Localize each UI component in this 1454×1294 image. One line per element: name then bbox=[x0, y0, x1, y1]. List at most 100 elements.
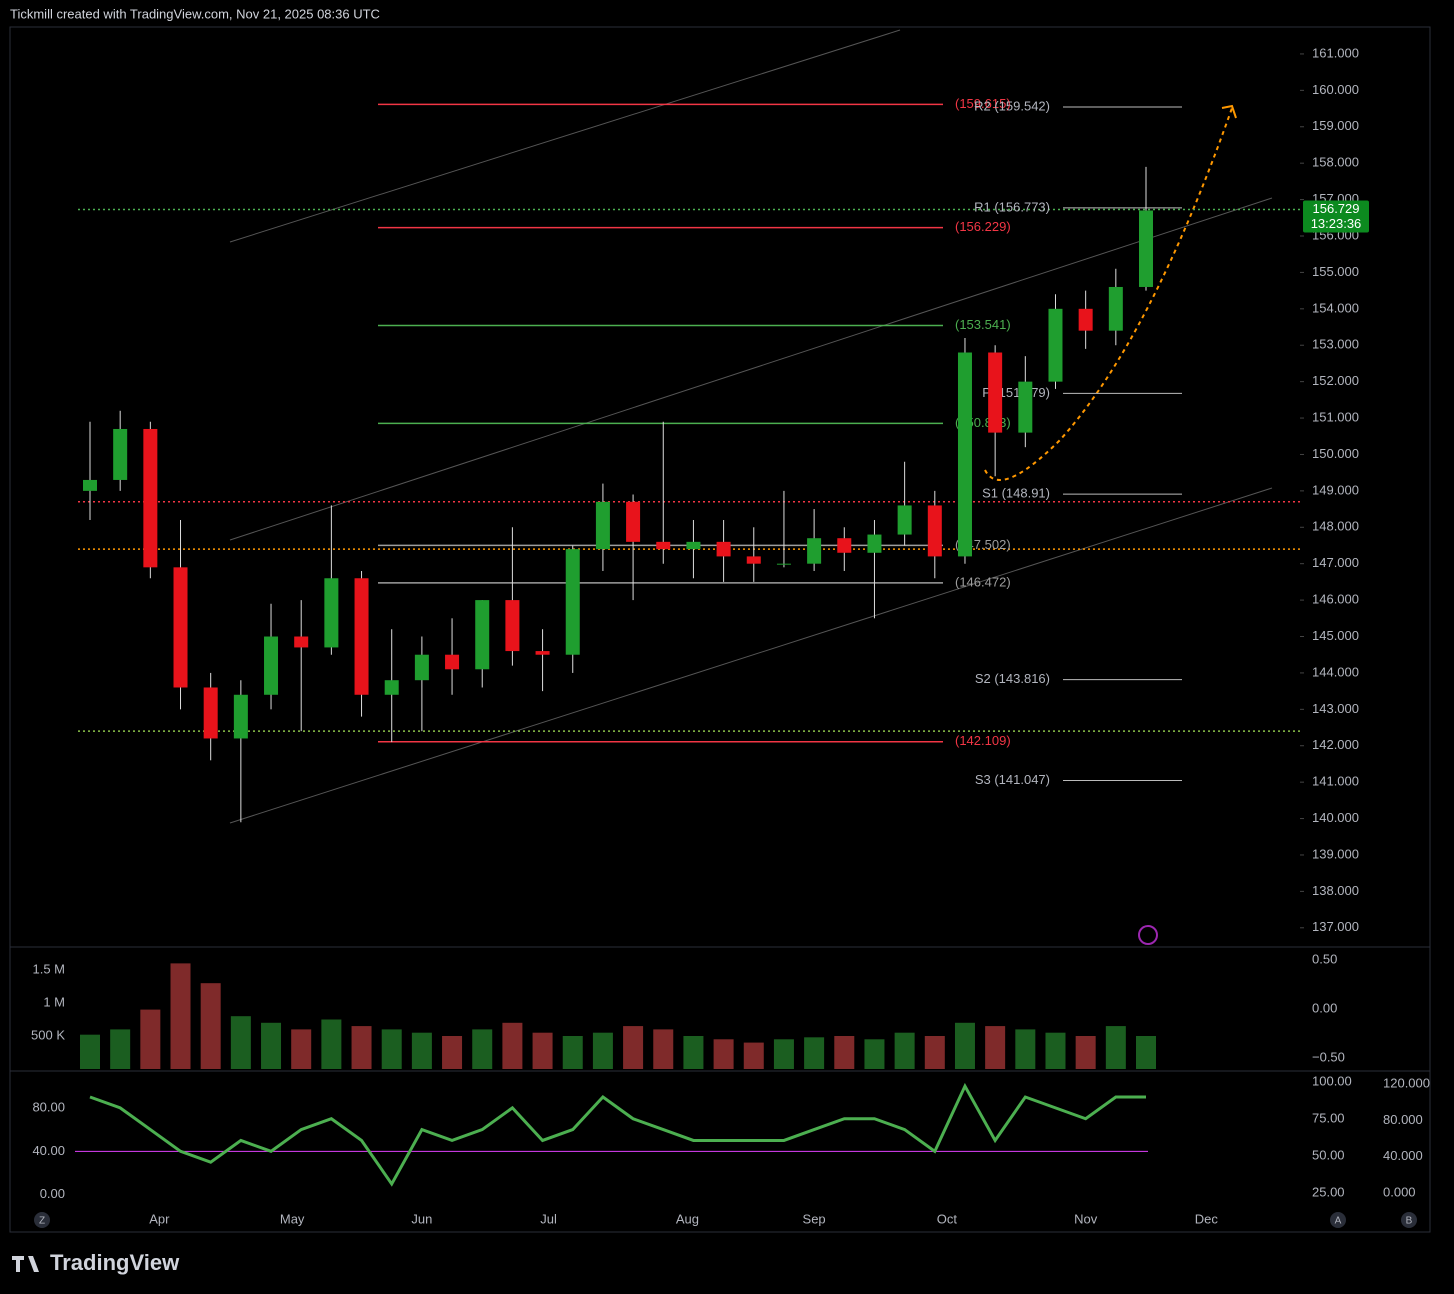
y-tick-label: 154.000 bbox=[1312, 300, 1359, 315]
candle-body bbox=[1108, 286, 1123, 331]
last-price: 156.729 bbox=[1313, 201, 1360, 216]
candle-body bbox=[1139, 210, 1153, 287]
volume-bar bbox=[804, 1037, 825, 1069]
candle-body bbox=[203, 687, 218, 739]
y-tick-label: 155.000 bbox=[1312, 264, 1359, 279]
candle-body bbox=[595, 501, 610, 550]
x-tick-label: Oct bbox=[937, 1211, 958, 1226]
volume-bar bbox=[321, 1019, 342, 1069]
candle-body bbox=[475, 600, 490, 670]
candle-body bbox=[626, 501, 641, 542]
projection-arrow bbox=[984, 107, 1233, 481]
y-tick-label: 139.000 bbox=[1312, 846, 1359, 861]
volume-bar bbox=[140, 1009, 161, 1069]
x-tick-label: Jun bbox=[411, 1211, 432, 1226]
volume-bar bbox=[80, 1034, 100, 1069]
candle-body bbox=[776, 563, 791, 565]
volume-bar bbox=[834, 1035, 855, 1069]
osc-y3-tick-label: 40.000 bbox=[1383, 1148, 1423, 1163]
candle-body bbox=[897, 505, 912, 535]
candle-body bbox=[505, 600, 520, 652]
pivot-label: S1 (148.91) bbox=[982, 486, 1050, 501]
volume-bar bbox=[200, 983, 221, 1069]
x-tick-label: Jul bbox=[540, 1211, 557, 1226]
y-tick-label: 138.000 bbox=[1312, 883, 1359, 898]
candle-body bbox=[746, 556, 761, 564]
corner-button-label[interactable]: Z bbox=[39, 1216, 45, 1227]
volume-tick-label: 1.5 M bbox=[32, 961, 65, 976]
y-tick-label: 149.000 bbox=[1312, 482, 1359, 497]
volume-bar bbox=[170, 963, 191, 1069]
fib-label: (153.541) bbox=[955, 317, 1011, 332]
candle-body bbox=[565, 549, 580, 655]
osc-line bbox=[89, 1082, 1146, 1187]
y-tick-label: 152.000 bbox=[1312, 373, 1359, 388]
volume-bar bbox=[411, 1032, 432, 1069]
osc-y2-tick-label: 25.00 bbox=[1312, 1184, 1345, 1199]
volume-bar bbox=[562, 1035, 583, 1069]
arrow-head bbox=[1221, 104, 1237, 119]
volume-y2-tick-label: −0.50 bbox=[1312, 1049, 1345, 1064]
volume-bar bbox=[623, 1026, 644, 1069]
y-tick-label: 140.000 bbox=[1312, 810, 1359, 825]
volume-bar bbox=[592, 1032, 613, 1069]
volume-bar bbox=[924, 1035, 945, 1069]
y-tick-label: 159.000 bbox=[1312, 118, 1359, 133]
y-tick-label: 143.000 bbox=[1312, 701, 1359, 716]
x-tick-label: Aug bbox=[676, 1211, 699, 1226]
x-tick-label: Sep bbox=[803, 1211, 826, 1226]
fib-label: (159.615) bbox=[955, 96, 1011, 111]
corner-button[interactable] bbox=[1401, 1212, 1417, 1228]
y-tick-label: 153.000 bbox=[1312, 337, 1359, 352]
corner-button-label[interactable]: A bbox=[1335, 1216, 1342, 1227]
volume-bar bbox=[773, 1039, 794, 1069]
candle-body bbox=[264, 636, 279, 695]
volume-bar bbox=[472, 1029, 493, 1069]
y-tick-label: 146.000 bbox=[1312, 592, 1359, 607]
candle-body bbox=[414, 654, 429, 681]
y-tick-label: 141.000 bbox=[1312, 774, 1359, 789]
candle-body bbox=[1018, 381, 1033, 433]
osc-y2-tick-label: 50.00 bbox=[1312, 1147, 1345, 1162]
fib-label: (156.229) bbox=[955, 219, 1011, 234]
volume-bar bbox=[683, 1035, 704, 1069]
volume-bar bbox=[954, 1022, 975, 1069]
candle-body bbox=[384, 680, 399, 695]
volume-bar bbox=[1075, 1035, 1096, 1069]
osc-y2-tick-label: 75.00 bbox=[1312, 1110, 1345, 1125]
osc-y3-tick-label: 0.000 bbox=[1383, 1184, 1416, 1199]
y-tick-label: 144.000 bbox=[1312, 664, 1359, 679]
channel-line bbox=[229, 487, 1273, 824]
candle-body bbox=[927, 505, 942, 557]
candle-body bbox=[324, 578, 339, 648]
volume-bar bbox=[653, 1029, 674, 1069]
volume-bar bbox=[1015, 1029, 1036, 1069]
osc-y3-tick-label: 80.000 bbox=[1383, 1112, 1423, 1127]
candle-body bbox=[233, 694, 248, 739]
header: Tickmill created with TradingView.com, N… bbox=[10, 6, 380, 21]
brand: TradingView bbox=[50, 1250, 180, 1275]
y-tick-label: 151.000 bbox=[1312, 409, 1359, 424]
x-tick-label: Apr bbox=[149, 1211, 170, 1226]
y-tick-label: 158.000 bbox=[1312, 155, 1359, 170]
volume-bar bbox=[291, 1029, 312, 1069]
candle-body bbox=[535, 651, 550, 655]
channel-line bbox=[229, 197, 1273, 541]
corner-button[interactable] bbox=[34, 1212, 50, 1228]
corner-button[interactable] bbox=[1330, 1212, 1346, 1228]
pivot-label: R1 (156.773) bbox=[974, 199, 1050, 214]
volume-bar bbox=[743, 1042, 764, 1069]
volume-y2-tick-label: 0.50 bbox=[1312, 951, 1337, 966]
candle-body bbox=[113, 428, 128, 480]
pivot-label: S2 (143.816) bbox=[975, 671, 1050, 686]
volume-bar bbox=[713, 1039, 734, 1069]
y-tick-label: 147.000 bbox=[1312, 555, 1359, 570]
countdown: 13:23:36 bbox=[1311, 216, 1362, 231]
y-tick-label: 150.000 bbox=[1312, 446, 1359, 461]
alert-icon[interactable] bbox=[1138, 925, 1158, 945]
volume-bar bbox=[1136, 1035, 1156, 1069]
volume-bar bbox=[442, 1035, 463, 1069]
corner-button-label[interactable]: B bbox=[1406, 1216, 1413, 1227]
